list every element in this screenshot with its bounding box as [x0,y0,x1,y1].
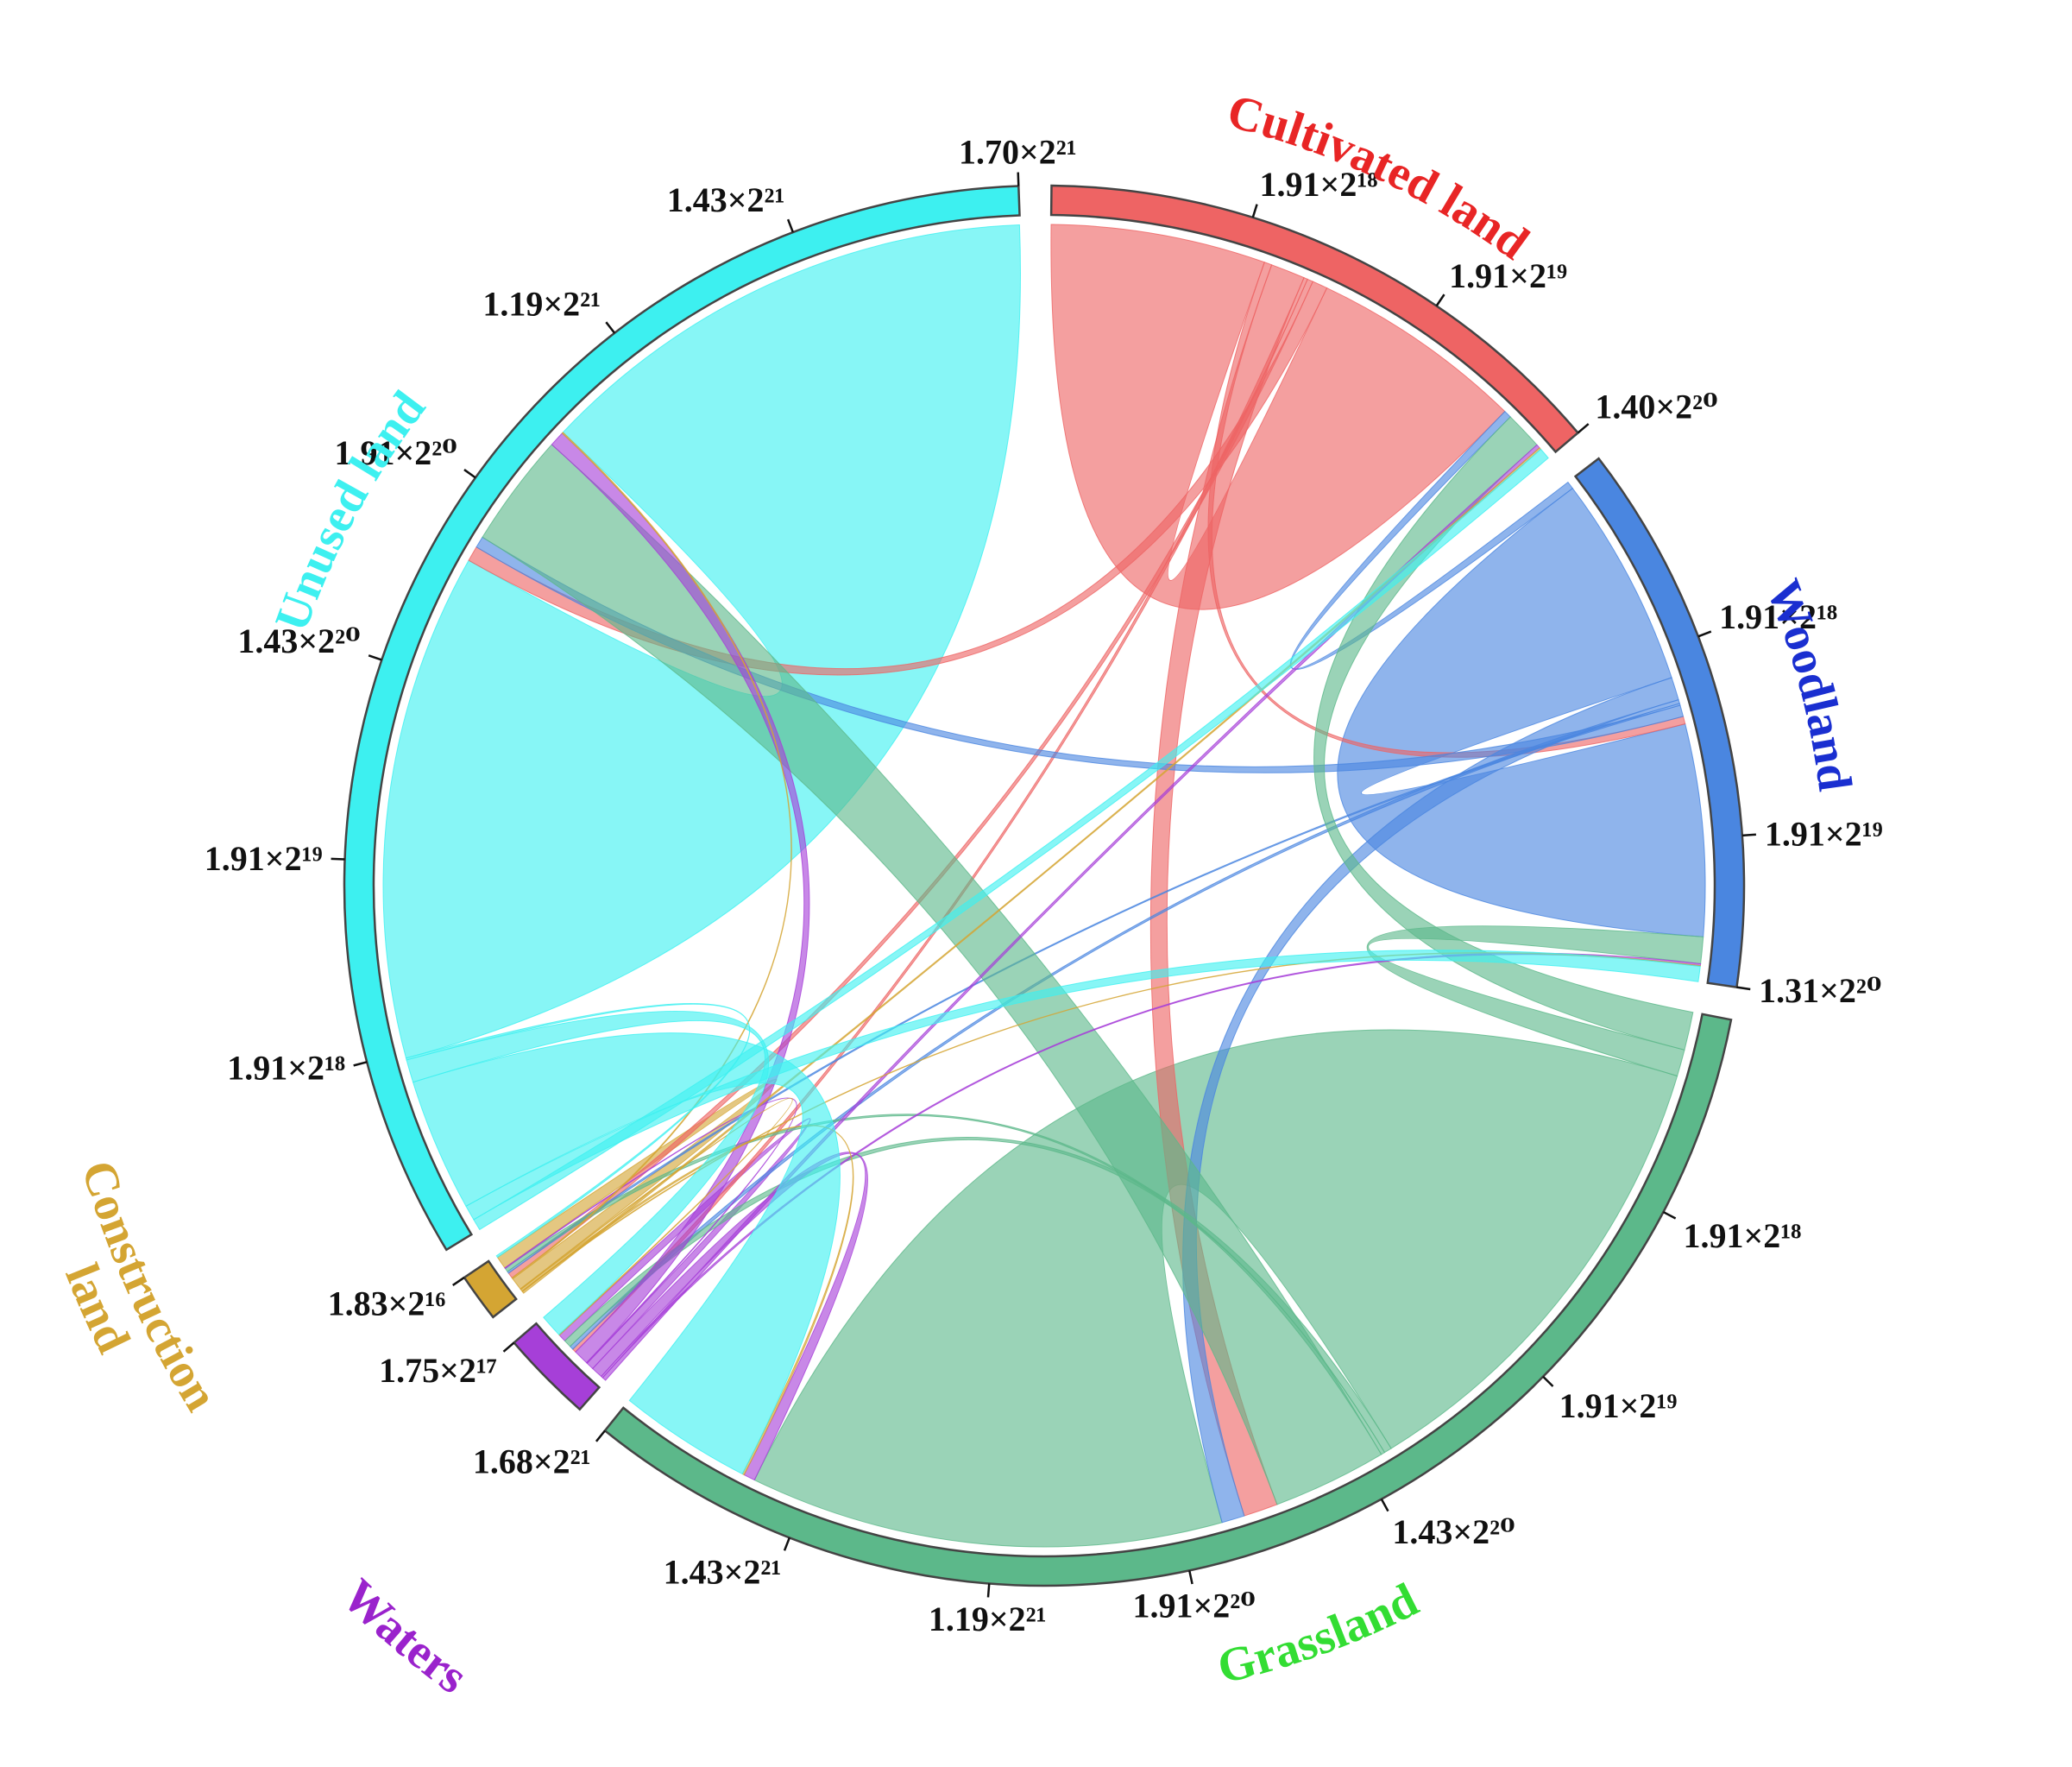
group-label-text: Woodland [1756,572,1861,794]
tick-label: 1.91×2¹⁹ [205,839,323,878]
tick-label: 1.43×2²¹ [664,1552,782,1591]
chord [405,1002,751,1259]
sector-band [1573,457,1746,989]
chord [520,1097,793,1336]
group-label: Waters [332,1568,478,1704]
tick-label: 1.43×2²⁰ [1392,1512,1515,1551]
tick-label: 1.83×2¹⁶ [328,1284,446,1322]
tick-label: 1.31×2²⁰ [1759,971,1881,1010]
tick-mark [1251,204,1258,218]
tick-mark [1188,1570,1193,1585]
tick-mark [1017,172,1020,186]
tick-label: 1.91×2¹⁸ [1719,597,1837,636]
chord [482,444,1382,1505]
tick-mark [605,321,616,334]
chord [412,1032,841,1475]
chord [406,1011,770,1335]
chord [520,1125,854,1476]
group-label-text: Waters [332,1568,478,1704]
tick-label: 1.43×2²⁰ [237,622,360,660]
tick-mark [331,857,345,861]
tick-mark [986,1583,991,1598]
chord [521,951,1701,1293]
tick-mark [1380,1499,1389,1512]
tick-label: 1.19×2²¹ [482,284,601,323]
chord [569,699,1680,1350]
tick-mark [786,218,795,233]
sector-band [1049,184,1580,454]
tick-label: 1.75×2¹⁷ [379,1351,497,1390]
tick-label: 1.19×2²¹ [929,1600,1047,1638]
tick-label: 1.43×2²¹ [667,180,785,219]
chord [507,703,1681,1274]
chord [1289,410,1574,671]
chord [475,536,1685,773]
tick-mark [502,1341,515,1353]
tick-label: 1.91×2¹⁸ [1260,165,1378,204]
tick-label: 1.68×2²¹ [473,1442,591,1480]
tick-label: 1.91×2¹⁹ [1765,815,1883,854]
group-label: Woodland [1756,572,1861,794]
tick-mark [463,469,476,479]
tick-mark [1736,986,1751,991]
tick-mark [353,1061,368,1067]
tick-label: 1.91×2¹⁸ [1683,1216,1801,1255]
tick-label: 1.91×2²⁰ [1133,1587,1256,1625]
sector-band [512,1322,601,1411]
chord [468,281,1328,676]
tick-mark [1435,293,1445,307]
chord [1182,677,1679,1524]
tick-label: 1.40×2²⁰ [1595,388,1717,426]
tick-label: 1.70×2²¹ [959,133,1077,172]
tick-label: 1.91×2¹⁸ [227,1048,345,1087]
tick-label: 1.91×2²⁰ [335,433,457,472]
tick-mark [1577,423,1590,434]
tick-mark [1697,630,1712,638]
tick-label: 1.91×2¹⁹ [1449,256,1567,295]
chord [1313,416,1694,1051]
sector-band [603,1013,1733,1587]
tick-mark [1542,1375,1554,1387]
chord [504,1097,797,1365]
tick-mark [368,654,382,661]
tick-mark [783,1537,791,1551]
sector-band [343,185,1021,1252]
tick-mark [595,1429,606,1442]
tick-mark [452,1276,465,1286]
sector-band [463,1259,518,1319]
tick-label: 1.91×2¹⁹ [1559,1386,1678,1425]
tick-mark [1741,833,1756,837]
tick-mark [1662,1210,1677,1220]
